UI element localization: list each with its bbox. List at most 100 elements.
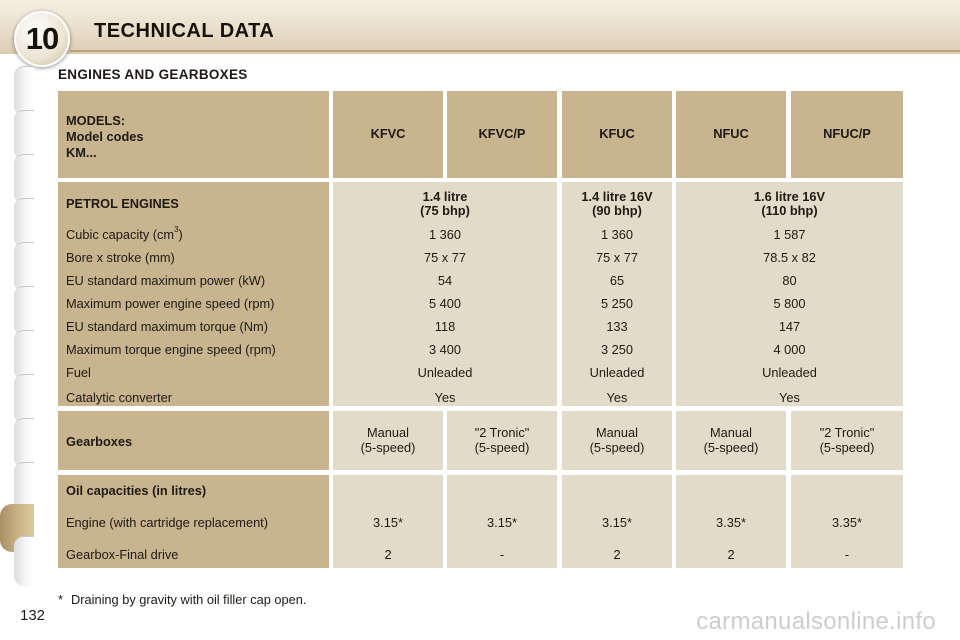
spec-value: Unleaded bbox=[417, 365, 473, 380]
spec-value: 75 x 77 bbox=[596, 250, 638, 265]
chapter-tab[interactable] bbox=[14, 462, 34, 512]
engine-name: 1.4 litre 16V (90 bhp) bbox=[562, 189, 672, 218]
chapter-tab[interactable] bbox=[14, 154, 34, 204]
spec-row-label: Maximum torque engine speed (rpm) bbox=[66, 342, 276, 357]
spec-row-label: EU standard maximum power (kW) bbox=[66, 273, 266, 288]
spec-value: 5 800 bbox=[773, 296, 806, 311]
engine-power-line: (110 bhp) bbox=[761, 203, 818, 219]
page-title: TECHNICAL DATA bbox=[94, 20, 275, 42]
spec-value: 147 bbox=[778, 319, 801, 334]
gearbox-speeds: (5-speed) bbox=[360, 439, 416, 455]
engine-column-3 bbox=[676, 182, 903, 406]
spec-value: 78.5 x 82 bbox=[763, 250, 816, 265]
spec-row-label: Fuel bbox=[66, 365, 91, 380]
oil-value: 3.35* bbox=[832, 515, 862, 530]
models-label-line: MODELS: bbox=[66, 113, 126, 128]
spec-row-label: Bore x stroke (mm) bbox=[66, 250, 175, 265]
engine-column-2 bbox=[562, 182, 672, 406]
spec-row-label: Catalytic converter bbox=[66, 390, 172, 405]
oil-value: 3.35* bbox=[716, 515, 746, 530]
oil-column bbox=[447, 475, 557, 568]
models-label-cell: MODELS: Model codes KM... bbox=[58, 91, 329, 178]
model-code-cell: KFUC bbox=[562, 91, 672, 178]
chapter-number-badge: 10 bbox=[14, 11, 70, 67]
oil-row-label: Engine (with cartridge replacement) bbox=[66, 515, 269, 530]
oil-label-column bbox=[58, 475, 329, 568]
model-code-cell: KFVC bbox=[333, 91, 443, 178]
spec-value: 4 000 bbox=[773, 342, 806, 357]
gearbox-speeds: (5-speed) bbox=[819, 439, 875, 455]
model-code-cell: KFVC/P bbox=[447, 91, 557, 178]
model-code-cell: NFUC/P bbox=[791, 91, 903, 178]
chapter-tab[interactable] bbox=[14, 286, 34, 336]
oil-value: - bbox=[499, 547, 505, 562]
chapter-header-bar bbox=[0, 0, 960, 54]
spec-value: Yes bbox=[779, 390, 800, 405]
engine-name: 1.6 litre 16V (110 bhp) bbox=[676, 189, 903, 219]
gearbox-cell: Manual (5-speed) bbox=[333, 411, 443, 470]
spec-value: 3 250 bbox=[600, 342, 634, 357]
model-code: NFUC/P bbox=[823, 126, 871, 142]
gearbox-type: Manual bbox=[710, 425, 752, 441]
chapter-tab[interactable] bbox=[14, 66, 34, 116]
oil-value: - bbox=[844, 547, 850, 562]
spec-value: Unleaded bbox=[589, 365, 645, 380]
spec-label-text: Cubic capacity (cm bbox=[66, 227, 175, 242]
oil-column bbox=[333, 475, 443, 568]
petrol-label-column bbox=[58, 182, 329, 406]
model-code: KFVC bbox=[370, 126, 406, 142]
oil-value: 3.15* bbox=[602, 515, 632, 530]
page-number: 132 bbox=[20, 607, 46, 624]
chapter-tab[interactable] bbox=[14, 330, 34, 380]
spec-value: 75 x 77 bbox=[424, 250, 466, 265]
spec-label-superscript: 3 bbox=[174, 225, 179, 234]
watermark: carmanualsonline.info bbox=[696, 608, 936, 635]
spec-value: 1 587 bbox=[773, 227, 806, 242]
chapter-tab[interactable] bbox=[14, 418, 34, 468]
spec-value: 3 400 bbox=[428, 342, 462, 357]
engine-name-line: 1.6 litre 16V bbox=[753, 189, 826, 204]
chapter-tab-strip bbox=[0, 66, 34, 586]
chapter-tab[interactable] bbox=[14, 536, 34, 586]
chapter-tab[interactable] bbox=[14, 198, 34, 248]
footnote-marker: * bbox=[58, 592, 63, 607]
spec-row-label: Maximum power engine speed (rpm) bbox=[66, 296, 275, 311]
engine-name-line: 1.4 litre bbox=[422, 189, 468, 204]
models-label-line: KM... bbox=[66, 144, 97, 160]
header-divider bbox=[70, 50, 960, 52]
gearbox-type: "2 Tronic" bbox=[819, 425, 875, 441]
oil-value: 2 bbox=[727, 547, 735, 562]
spec-value: 133 bbox=[606, 319, 628, 334]
oil-capacities-heading: Oil capacities (in litres) bbox=[66, 483, 207, 498]
gearboxes-label: Gearboxes bbox=[66, 434, 133, 449]
footnote: * Draining by gravity with oil filler cap… bbox=[58, 592, 306, 607]
oil-column bbox=[562, 475, 672, 568]
oil-row-label: Gearbox-Final drive bbox=[66, 547, 179, 562]
gearboxes-label-cell: Gearboxes bbox=[58, 411, 329, 470]
chapter-tab[interactable] bbox=[14, 374, 34, 424]
spec-value: Unleaded bbox=[762, 365, 817, 380]
model-code: NFUC bbox=[713, 126, 749, 142]
chapter-tab[interactable] bbox=[14, 110, 34, 160]
gearbox-speeds: (5-speed) bbox=[589, 439, 645, 455]
gearbox-type: Manual bbox=[367, 425, 409, 441]
spec-value: 118 bbox=[434, 319, 456, 334]
models-label-line: Model codes bbox=[66, 128, 144, 144]
engine-power-line: (75 bhp) bbox=[420, 203, 470, 219]
spec-value: Yes bbox=[434, 390, 456, 405]
gearbox-type: Manual bbox=[596, 425, 638, 441]
spec-row-label: EU standard maximum torque (Nm) bbox=[66, 319, 268, 334]
engine-name-line: 1.4 litre 16V bbox=[581, 189, 653, 204]
spec-value: 80 bbox=[782, 273, 797, 288]
model-code: KFUC bbox=[599, 126, 635, 142]
oil-value: 2 bbox=[384, 547, 392, 562]
gearbox-cell: "2 Tronic" (5-speed) bbox=[447, 411, 557, 470]
spec-value: 5 400 bbox=[428, 296, 462, 311]
oil-value: 3.15* bbox=[487, 515, 517, 530]
spec-value: 65 bbox=[609, 273, 625, 288]
gearbox-cell: Manual (5-speed) bbox=[676, 411, 786, 470]
chapter-tab[interactable] bbox=[14, 242, 34, 292]
spec-value: 1 360 bbox=[428, 227, 462, 242]
engine-name: 1.4 litre (75 bhp) bbox=[333, 189, 557, 219]
section-title: ENGINES AND GEARBOXES bbox=[58, 67, 248, 82]
